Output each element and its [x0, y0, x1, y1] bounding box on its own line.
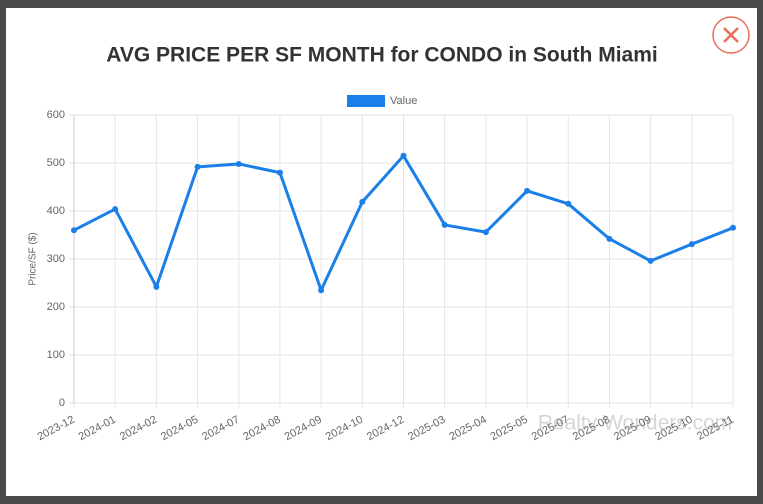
point — [276, 169, 283, 176]
y-tick-label: 500 — [47, 157, 65, 169]
x-tick-label: 2025-04 — [447, 414, 488, 444]
y-axis-label: Price/SF ($) — [28, 232, 39, 285]
point — [359, 198, 366, 205]
y-tick-label: 300 — [47, 253, 65, 265]
chart-title: AVG PRICE PER SF MONTH for CONDO in Sout… — [106, 44, 657, 67]
y-tick-label: 600 — [47, 109, 65, 121]
point — [318, 287, 325, 294]
y-tick-label: 100 — [47, 349, 65, 361]
y-tick-label: 200 — [47, 301, 65, 313]
point — [482, 229, 489, 236]
point — [71, 227, 77, 234]
close-button[interactable] — [712, 16, 750, 54]
legend-swatch — [347, 95, 385, 107]
point — [441, 221, 448, 228]
watermark: Realty Wonders.com — [538, 412, 733, 435]
point — [235, 160, 242, 167]
point — [524, 187, 531, 194]
point — [647, 257, 654, 264]
x-tick-label: 2024-02 — [118, 414, 159, 444]
x-tick-label: 2024-07 — [200, 414, 241, 444]
x-tick-label: 2024-12 — [365, 414, 406, 444]
x-tick-label: 2024-10 — [324, 414, 365, 444]
point — [565, 200, 572, 207]
x-tick-label: 2024-08 — [241, 414, 282, 444]
x-tick-label: 2025-03 — [406, 414, 447, 444]
point — [112, 206, 119, 213]
point — [606, 235, 613, 242]
point — [194, 163, 201, 170]
x-tick-label: 2024-01 — [77, 414, 118, 444]
x-tick-label: 2024-09 — [283, 414, 324, 444]
x-tick-label: 2024-05 — [159, 414, 200, 444]
point — [730, 224, 736, 231]
point — [153, 283, 160, 290]
point — [400, 152, 407, 159]
point — [688, 241, 695, 248]
x-tick-label: 2023-12 — [35, 414, 76, 444]
y-tick-label: 400 — [47, 205, 65, 217]
x-tick-label: 2025-05 — [489, 414, 530, 444]
legend-label: Value — [390, 95, 417, 107]
y-tick-label: 0 — [59, 397, 65, 409]
